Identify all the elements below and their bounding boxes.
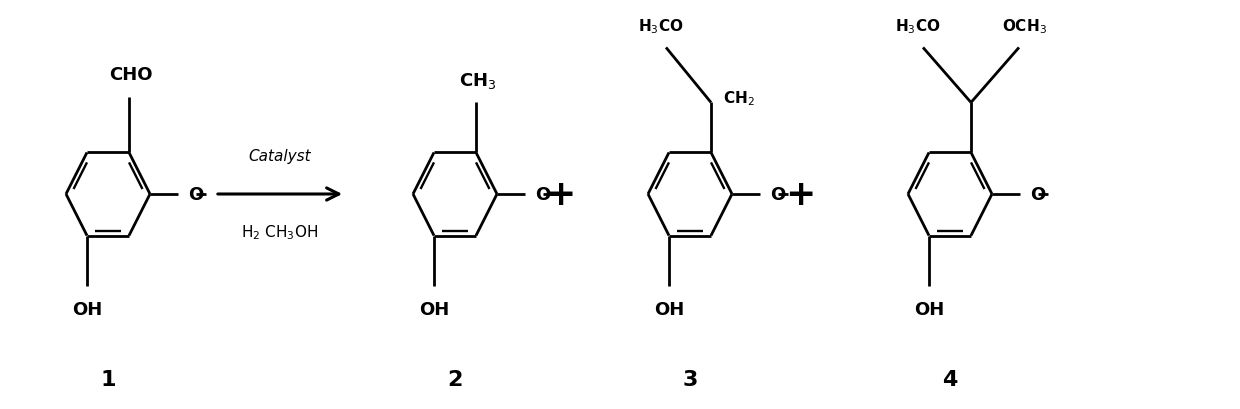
Text: +: + (785, 178, 815, 211)
Text: CH$_3$: CH$_3$ (459, 71, 497, 91)
Text: 1: 1 (100, 369, 115, 389)
Text: O: O (534, 186, 551, 204)
Text: OCH$_3$: OCH$_3$ (1002, 18, 1047, 36)
Text: +: + (544, 178, 575, 211)
Text: 3: 3 (682, 369, 698, 389)
Text: O: O (770, 186, 785, 204)
Text: OH: OH (419, 300, 449, 318)
Text: CHO: CHO (109, 66, 153, 84)
Text: CH$_2$: CH$_2$ (723, 89, 755, 108)
Text: H$_3$CO: H$_3$CO (639, 18, 683, 36)
Text: OH: OH (914, 300, 944, 318)
Text: OH: OH (72, 300, 102, 318)
Text: 4: 4 (942, 369, 957, 389)
Text: H$_2$ CH$_3$OH: H$_2$ CH$_3$OH (242, 223, 319, 242)
Text: H$_3$CO: H$_3$CO (895, 18, 941, 36)
Text: OH: OH (653, 300, 684, 318)
Text: Catalyst: Catalyst (249, 149, 311, 164)
Text: 2: 2 (448, 369, 463, 389)
Text: O: O (188, 186, 203, 204)
Text: O: O (1030, 186, 1045, 204)
